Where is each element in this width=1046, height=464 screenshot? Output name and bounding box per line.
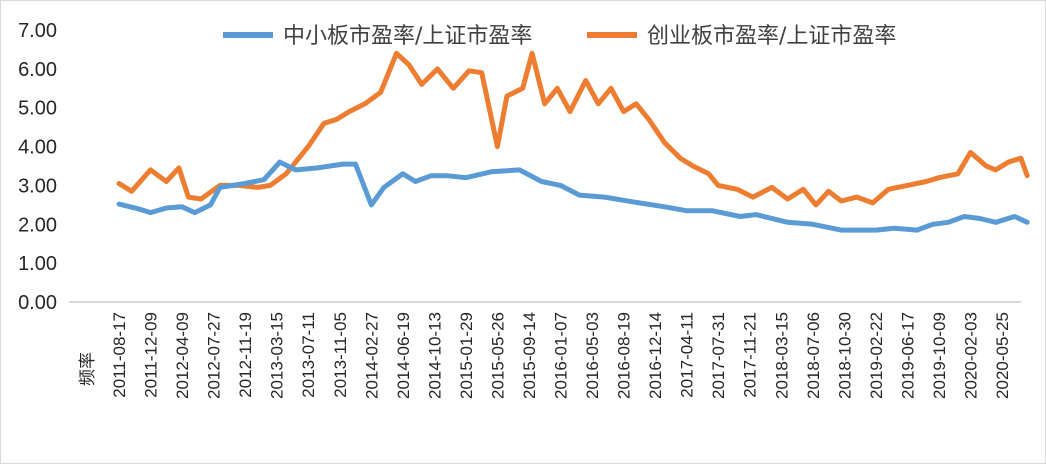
x-tick-label: 2015-01-29	[457, 312, 476, 399]
y-tick-label: 3.00	[18, 175, 57, 197]
x-tick-label: 2017-07-31	[709, 312, 728, 399]
x-tick-label: 2017-04-11	[678, 312, 697, 398]
x-tick-label: 2018-10-30	[835, 312, 854, 399]
x-tick-label: 2020-02-03	[961, 312, 980, 399]
x-tick-label: 2015-05-26	[488, 312, 507, 399]
x-tick-label: 2019-02-22	[867, 312, 886, 399]
x-axis: 2011-08-17 2011-12-09 2012-04-09 2012-07-27…	[69, 301, 1021, 399]
x-tick-label: 2011-08-17	[110, 312, 129, 398]
legend: 中小板市盈率/上证市盈率 创业板市盈率/上证市盈率	[223, 24, 896, 49]
x-tick-label: 2012-11-19	[236, 312, 255, 398]
x-tick-label: 2019-06-17	[898, 312, 917, 399]
x-tick-label: 2014-10-13	[425, 312, 444, 399]
x-tick-label: 2016-08-19	[615, 312, 634, 399]
y-tick-label: 4.00	[18, 137, 57, 159]
x-tick-label: 2016-12-14	[646, 312, 665, 399]
series-line-sme	[116, 159, 1030, 233]
x-tick-label: 2011-12-09	[142, 312, 161, 398]
x-tick-label: 2013-03-15	[268, 312, 287, 399]
x-tick-label: 2013-07-11	[299, 312, 318, 398]
legend-label-chinext: 创业板市盈率/上证市盈率	[647, 24, 896, 49]
x-tick-label: 2012-04-09	[173, 312, 192, 399]
y-tick-label: 6.00	[18, 59, 57, 81]
x-tick-label: 2018-03-15	[772, 312, 791, 399]
x-tick-label: 2014-02-27	[362, 312, 381, 399]
x-axis-label: 频率	[78, 352, 98, 386]
x-tick-label: 2013-11-05	[331, 312, 350, 398]
x-tick-label: 2017-11-21	[741, 312, 760, 398]
x-tick-label: 2018-07-06	[804, 312, 823, 399]
x-tick-label: 2015-09-14	[520, 312, 539, 399]
x-tick-label: 2012-07-27	[205, 312, 224, 399]
y-tick-label: 5.00	[18, 98, 57, 120]
x-tick-label: 2019-10-09	[930, 312, 949, 399]
legend-label-sme: 中小板市盈率/上证市盈率	[283, 24, 532, 49]
x-tick-label: 2014-06-19	[394, 312, 413, 399]
series-line-chinext	[116, 50, 1030, 208]
x-tick-label: 2016-05-03	[583, 312, 602, 399]
y-tick-label: 0.00	[18, 292, 57, 314]
series-group	[116, 50, 1030, 233]
y-axis: 0.00 1.00 2.00 3.00 4.00 5.00 6.00 7.00	[18, 20, 57, 314]
y-tick-label: 2.00	[18, 214, 57, 236]
x-tick-label: 2020-05-25	[993, 312, 1012, 399]
x-tick-label: 2016-01-07	[552, 312, 571, 399]
y-tick-label: 7.00	[18, 20, 57, 42]
y-tick-label: 1.00	[18, 253, 57, 275]
